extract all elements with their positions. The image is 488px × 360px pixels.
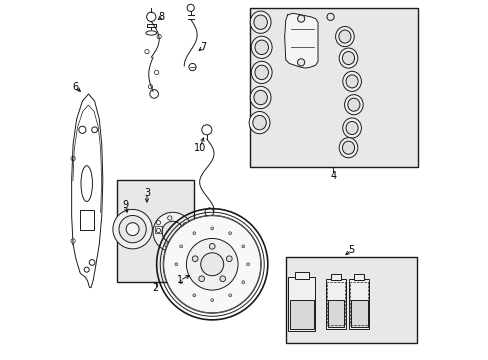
Ellipse shape (249, 112, 269, 134)
Ellipse shape (252, 116, 266, 130)
Ellipse shape (250, 86, 270, 109)
Bar (289, 300, 313, 329)
Circle shape (126, 223, 139, 235)
Circle shape (180, 281, 182, 284)
Bar (350, 300, 367, 327)
Ellipse shape (347, 98, 359, 111)
Text: 5: 5 (347, 245, 354, 255)
Circle shape (186, 238, 238, 290)
Circle shape (228, 232, 231, 235)
Text: 1: 1 (177, 275, 183, 285)
Ellipse shape (253, 15, 267, 30)
Circle shape (228, 294, 231, 297)
Circle shape (210, 299, 213, 302)
Circle shape (297, 15, 304, 22)
Bar (117, 180, 194, 282)
Ellipse shape (250, 11, 270, 33)
Text: 10: 10 (193, 143, 205, 153)
Ellipse shape (335, 27, 353, 46)
Ellipse shape (253, 90, 267, 105)
Circle shape (220, 276, 225, 282)
Circle shape (201, 253, 223, 276)
Bar (330, 274, 340, 280)
Circle shape (242, 281, 244, 284)
Circle shape (163, 216, 260, 313)
Circle shape (113, 210, 152, 249)
Bar (285, 257, 416, 343)
Text: 2: 2 (152, 283, 159, 293)
Bar (325, 279, 345, 329)
Bar (295, 272, 308, 279)
Ellipse shape (346, 75, 357, 88)
Circle shape (153, 212, 192, 252)
Circle shape (246, 263, 249, 266)
Ellipse shape (339, 138, 357, 158)
Circle shape (162, 221, 183, 243)
Text: 6: 6 (72, 82, 78, 92)
Bar (327, 300, 344, 327)
Text: 8: 8 (158, 12, 164, 22)
Ellipse shape (339, 48, 357, 68)
Ellipse shape (342, 51, 354, 64)
Bar (326, 282, 344, 325)
Circle shape (209, 243, 215, 249)
Text: 3: 3 (143, 188, 150, 198)
Bar (354, 274, 364, 280)
Bar (349, 282, 367, 325)
Circle shape (226, 256, 232, 262)
Circle shape (192, 232, 195, 235)
Circle shape (192, 256, 198, 262)
Text: 4: 4 (330, 171, 336, 181)
Circle shape (119, 216, 146, 243)
Bar (249, 8, 418, 167)
Ellipse shape (342, 118, 361, 138)
Ellipse shape (338, 30, 350, 43)
Ellipse shape (251, 36, 271, 58)
Circle shape (192, 294, 195, 297)
Ellipse shape (346, 121, 357, 135)
Ellipse shape (254, 65, 268, 80)
Circle shape (297, 59, 304, 66)
Ellipse shape (254, 40, 268, 54)
Circle shape (180, 245, 182, 248)
Circle shape (175, 263, 178, 266)
Ellipse shape (251, 61, 271, 84)
Bar (80, 211, 94, 230)
Circle shape (242, 245, 244, 248)
Circle shape (210, 227, 213, 230)
Ellipse shape (344, 95, 363, 115)
Polygon shape (284, 13, 317, 68)
Ellipse shape (342, 71, 361, 91)
Ellipse shape (342, 141, 354, 154)
Circle shape (199, 276, 204, 282)
Bar (349, 279, 368, 329)
Text: 7: 7 (200, 42, 206, 52)
Text: 9: 9 (122, 200, 128, 210)
Bar (288, 277, 315, 330)
Bar (155, 226, 162, 233)
